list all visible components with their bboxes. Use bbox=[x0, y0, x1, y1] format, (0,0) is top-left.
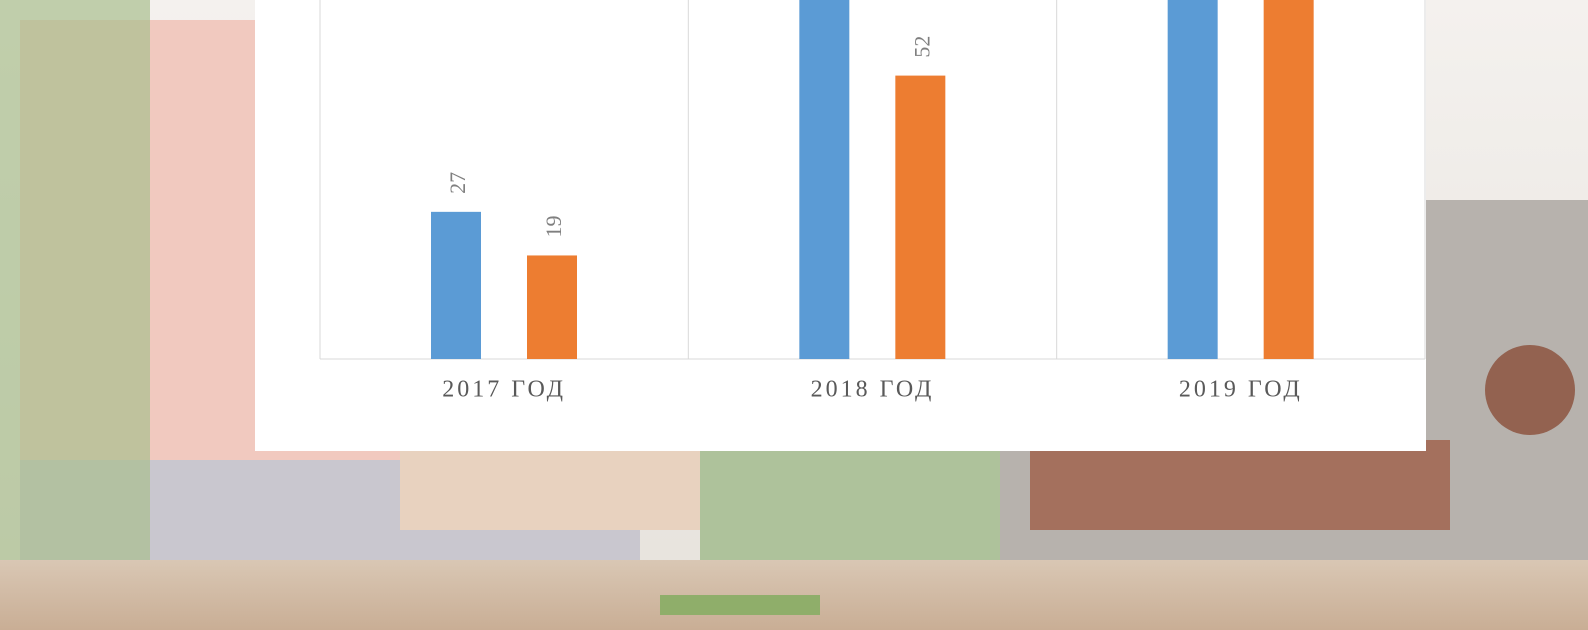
bar bbox=[1264, 0, 1314, 359]
bar bbox=[431, 212, 481, 359]
page: 2017 ГОД27192018 ГОД522019 ГОД (() => { … bbox=[0, 0, 1588, 630]
data-label: 52 bbox=[909, 36, 934, 58]
data-label: 27 bbox=[445, 172, 470, 194]
x-tick-label: 2017 ГОД bbox=[442, 377, 566, 403]
bar bbox=[527, 255, 577, 359]
bar bbox=[799, 0, 849, 359]
slide: 2017 ГОД 27 19 2018 ГОД 52 2019 ГОД bbox=[0, 0, 1588, 630]
x-tick-label: 2018 ГОД bbox=[811, 377, 935, 403]
data-label: 19 bbox=[541, 215, 566, 237]
bar bbox=[895, 76, 945, 359]
bar bbox=[1168, 0, 1218, 359]
x-tick-label: 2019 ГОД bbox=[1179, 377, 1303, 403]
